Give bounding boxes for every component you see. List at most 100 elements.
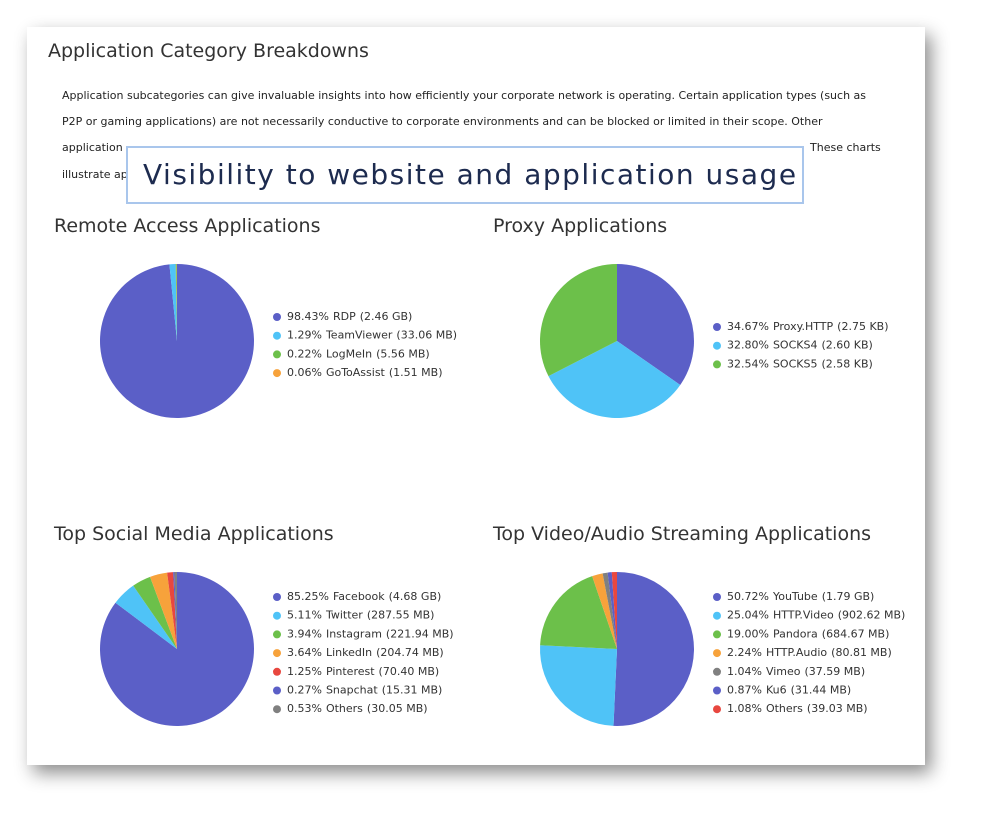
- legend-name: SOCKS5: [773, 357, 818, 370]
- legend-label: 50.72% YouTube (1.79 GB): [727, 590, 874, 603]
- legend-detail: (287.55 MB): [367, 609, 435, 622]
- legend-detail: (221.94 MB): [386, 627, 454, 640]
- charts: Remote Access Applications 98.43% RDP (2.46…: [53, 215, 905, 726]
- legend-value: 32.80%: [727, 339, 769, 352]
- pie-slice: [540, 645, 617, 726]
- legend-label: 2.24% HTTP.Audio (80.81 MB): [727, 646, 892, 659]
- legend-name: Pandora: [773, 627, 818, 640]
- legend-detail: (1.51 MB): [389, 366, 443, 379]
- legend-swatch: [273, 667, 281, 676]
- legend-value: 1.04%: [727, 665, 762, 678]
- pie-slice: [99, 264, 254, 419]
- legend-name: SOCKS4: [773, 339, 818, 352]
- legend-value: 50.72%: [727, 590, 769, 603]
- pie-slice: [150, 572, 177, 649]
- pie-slice: [617, 264, 694, 385]
- callout-text: Visibility to website and application us…: [143, 158, 798, 191]
- legend-label: 32.80% SOCKS4 (2.60 KB): [727, 339, 873, 352]
- legend-swatch: [713, 341, 721, 350]
- legend-name: YouTube: [772, 590, 818, 603]
- legend-name: HTTP.Audio: [766, 646, 827, 659]
- legend-label: 85.25% Facebook (4.68 GB): [287, 590, 441, 603]
- legend-label: 0.87% Ku6 (31.44 MB): [727, 684, 851, 697]
- legend-name: Vimeo: [766, 665, 801, 678]
- paragraph-line: These charts: [809, 141, 881, 154]
- legend-swatch: [273, 369, 281, 378]
- legend-label: 98.43% RDP (2.46 GB): [287, 310, 412, 323]
- legend-label: 5.11% Twitter (287.55 MB): [287, 609, 434, 622]
- legend-detail: (37.59 MB): [805, 665, 866, 678]
- legend-label: 0.53% Others (30.05 MB): [287, 702, 428, 715]
- chart-title: Remote Access Applications: [54, 215, 321, 237]
- legend-detail: (33.06 MB): [396, 329, 457, 342]
- pie-slice: [115, 585, 177, 649]
- legend-value: 34.67%: [727, 320, 769, 333]
- legend-value: 98.43%: [287, 310, 329, 323]
- legend-name: TeamViewer: [325, 329, 393, 342]
- chart-title: Top Social Media Applications: [53, 523, 334, 545]
- chart-title: Top Video/Audio Streaming Applications: [492, 523, 871, 545]
- legend-swatch: [273, 630, 281, 639]
- legend-value: 0.06%: [287, 366, 322, 379]
- legend-name: HTTP.Video: [773, 609, 834, 622]
- legend-label: 34.67% Proxy.HTTP (2.75 KB): [727, 320, 889, 333]
- pie-slice: [175, 264, 177, 341]
- pie-slice: [607, 572, 617, 649]
- legend-detail: (902.62 MB): [838, 609, 906, 622]
- legend-value: 5.11%: [287, 609, 322, 622]
- pie-slice: [540, 576, 617, 649]
- pie-slice: [548, 341, 681, 418]
- legend-value: 3.94%: [287, 627, 322, 640]
- legend-name: RDP: [333, 310, 356, 323]
- legend-name: Facebook: [333, 590, 385, 603]
- legend-value: 3.64%: [287, 646, 322, 659]
- legend-label: 0.06% GoToAssist (1.51 MB): [287, 366, 442, 379]
- legend-detail: (80.81 MB): [831, 646, 892, 659]
- legend-swatch: [273, 313, 281, 321]
- legend-label: 1.04% Vimeo (37.59 MB): [727, 665, 865, 678]
- legend-swatch: [713, 705, 721, 714]
- legend-value: 2.24%: [727, 646, 762, 659]
- legend-swatch: [273, 350, 281, 359]
- legend-label: 3.94% Instagram (221.94 MB): [287, 627, 454, 640]
- pie-slice: [540, 264, 617, 377]
- paragraph-line: Application subcategories can give inval…: [62, 89, 866, 102]
- page-title: Application Category Breakdowns: [48, 40, 369, 62]
- legend-swatch: [713, 611, 721, 620]
- legend-detail: (5.56 MB): [376, 347, 430, 360]
- legend-value: 0.87%: [727, 684, 762, 697]
- legend-value: 0.22%: [287, 347, 322, 360]
- pie-slice: [167, 572, 177, 649]
- pie-slice: [174, 572, 177, 649]
- legend-swatch: [273, 649, 281, 658]
- legend-label: 3.64% LinkedIn (204.74 MB): [287, 646, 444, 659]
- legend-swatch: [713, 649, 721, 658]
- legend-name: LinkedIn: [326, 646, 372, 659]
- legend-label: 1.29% TeamViewer (33.06 MB): [287, 329, 457, 342]
- legend-swatch: [713, 593, 721, 601]
- legend-label: 19.00% Pandora (684.67 MB): [727, 627, 889, 640]
- pie-slice: [602, 572, 617, 649]
- legend-swatch: [713, 686, 721, 695]
- legend-name: Proxy.HTTP: [773, 320, 834, 333]
- legend-label: 1.08% Others (39.03 MB): [727, 702, 868, 715]
- legend-name: Instagram: [326, 627, 382, 640]
- legend-swatch: [273, 611, 281, 620]
- legend-name: LogMeIn: [326, 347, 372, 360]
- pie-slice: [169, 264, 177, 341]
- legend-value: 1.25%: [287, 665, 322, 678]
- legend-label: 0.22% LogMeIn (5.56 MB): [287, 347, 430, 360]
- legend-value: 0.53%: [287, 702, 322, 715]
- legend-swatch: [713, 360, 721, 369]
- legend-name: GoToAssist: [326, 366, 386, 379]
- legend-swatch: [273, 331, 281, 340]
- paragraph-line: P2P or gaming applications) are not nece…: [62, 115, 823, 128]
- legend-value: 32.54%: [727, 357, 769, 370]
- legend-swatch: [713, 323, 721, 331]
- legend-swatch: [273, 705, 281, 714]
- legend-detail: (39.03 MB): [807, 702, 868, 715]
- legend-detail: (204.74 MB): [376, 646, 444, 659]
- legend-value: 85.25%: [287, 590, 329, 603]
